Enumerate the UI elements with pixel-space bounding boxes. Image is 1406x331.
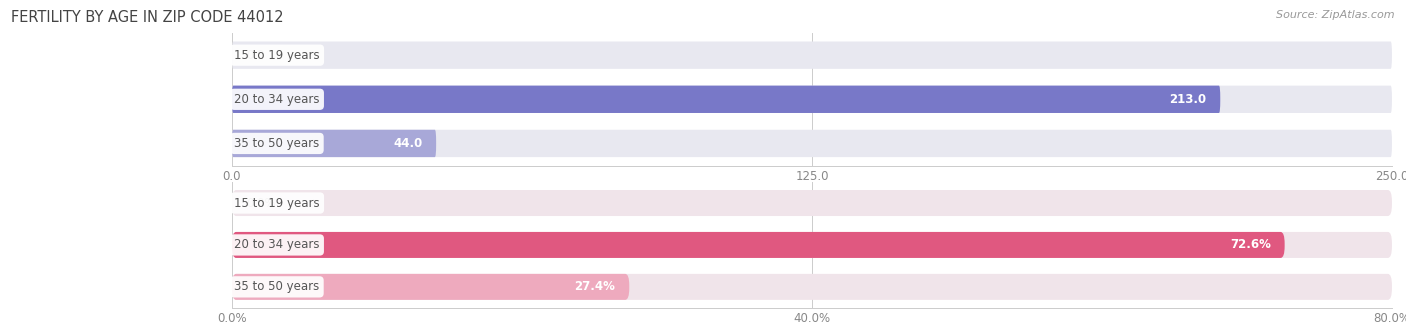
Text: 0.0: 0.0 — [246, 49, 264, 62]
FancyBboxPatch shape — [232, 86, 1392, 113]
FancyBboxPatch shape — [232, 130, 1392, 157]
FancyBboxPatch shape — [232, 232, 1392, 258]
Text: 20 to 34 years: 20 to 34 years — [235, 238, 319, 252]
Text: 35 to 50 years: 35 to 50 years — [235, 137, 319, 150]
Text: Source: ZipAtlas.com: Source: ZipAtlas.com — [1277, 10, 1395, 20]
Text: 15 to 19 years: 15 to 19 years — [235, 49, 321, 62]
Text: FERTILITY BY AGE IN ZIP CODE 44012: FERTILITY BY AGE IN ZIP CODE 44012 — [11, 10, 284, 25]
FancyBboxPatch shape — [232, 41, 1392, 69]
FancyBboxPatch shape — [232, 190, 1392, 216]
FancyBboxPatch shape — [232, 130, 436, 157]
Text: 44.0: 44.0 — [392, 137, 422, 150]
Text: 35 to 50 years: 35 to 50 years — [235, 280, 319, 293]
Text: 213.0: 213.0 — [1170, 93, 1206, 106]
Text: 20 to 34 years: 20 to 34 years — [235, 93, 319, 106]
Text: 0.0%: 0.0% — [246, 197, 276, 210]
Text: 15 to 19 years: 15 to 19 years — [235, 197, 321, 210]
FancyBboxPatch shape — [232, 274, 1392, 300]
FancyBboxPatch shape — [232, 86, 1220, 113]
FancyBboxPatch shape — [232, 274, 630, 300]
Text: 27.4%: 27.4% — [575, 280, 616, 293]
Text: 72.6%: 72.6% — [1230, 238, 1271, 252]
FancyBboxPatch shape — [232, 232, 1285, 258]
